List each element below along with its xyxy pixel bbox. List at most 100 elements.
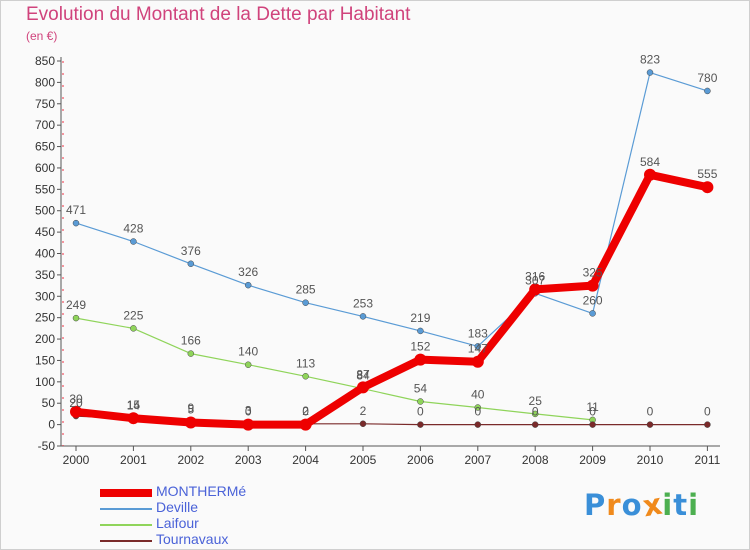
series-line-deville — [75, 72, 708, 347]
legend-swatch — [100, 489, 152, 497]
legend: MONTHERMé Deville Laifour Tournavaux — [100, 483, 350, 549]
data-point-laifour — [72, 314, 80, 322]
data-point-deville — [704, 87, 711, 95]
y-tick-label: 300 — [35, 289, 55, 303]
x-tick-label: 2004 — [292, 453, 319, 467]
data-label-laifour: 249 — [66, 298, 86, 312]
legend-label: Deville — [156, 499, 199, 515]
data-label-montherm: 0 — [302, 405, 309, 419]
logo-letter: i — [688, 488, 700, 522]
legend-swatch — [100, 508, 152, 510]
series-line-montherm — [72, 170, 712, 429]
y-tick-label: 650 — [35, 140, 55, 154]
data-label-montherm: 316 — [525, 269, 545, 283]
logo-letter: x — [639, 486, 666, 524]
legend-label: MONTHERMé — [156, 483, 247, 499]
data-point-laifour — [531, 410, 539, 418]
data-label-deville: 326 — [238, 265, 258, 279]
data-label-tournavaux: 0 — [647, 405, 654, 419]
y-tick-label: 200 — [35, 332, 55, 346]
y-tick-label: 700 — [35, 118, 55, 132]
y-tick-label: 850 — [35, 54, 55, 68]
data-point-montherm — [529, 283, 542, 296]
y-tick-label: 450 — [35, 225, 55, 239]
data-point-tournavaux — [417, 421, 424, 428]
data-point-montherm — [644, 168, 656, 181]
data-label-montherm: 0 — [245, 405, 252, 419]
logo-letter: t — [673, 488, 689, 522]
data-point-montherm — [127, 412, 140, 425]
data-point-tournavaux — [474, 421, 482, 428]
data-point-montherm — [70, 405, 82, 418]
data-label-montherm: 5 — [187, 402, 194, 416]
data-point-montherm — [242, 418, 255, 431]
data-label-tournavaux: 2 — [360, 404, 367, 418]
logo-letter: o — [621, 488, 643, 522]
data-label-montherm: 555 — [697, 167, 717, 181]
data-point-montherm — [586, 279, 599, 292]
data-label-laifour: 40 — [471, 388, 485, 402]
data-label-deville: 285 — [296, 283, 316, 297]
data-point-deville — [646, 69, 654, 76]
legend-item-tournavaux: Tournavaux — [100, 531, 350, 549]
y-tick-label: 750 — [35, 97, 55, 111]
y-tick-label: 550 — [35, 182, 55, 196]
x-tick-label: 2011 — [694, 453, 720, 467]
data-label-deville: 253 — [353, 296, 373, 310]
data-point-deville — [302, 299, 309, 306]
data-point-deville — [474, 343, 482, 350]
y-tick-label: 0 — [48, 418, 55, 432]
logo-letter: P — [584, 488, 607, 522]
data-label-montherm: 325 — [583, 266, 603, 280]
y-tick-label: -50 — [38, 439, 56, 453]
x-tick-label: 2005 — [350, 453, 377, 467]
data-label-tournavaux: 20 — [69, 396, 83, 410]
data-point-deville — [589, 310, 596, 317]
data-label-deville: 471 — [66, 203, 86, 217]
data-label-deville: 183 — [468, 326, 488, 340]
legend-label: Tournavaux — [156, 531, 229, 547]
data-label-laifour: 84 — [356, 369, 370, 383]
data-point-montherm — [184, 416, 197, 429]
data-label-laifour: 166 — [181, 334, 201, 348]
data-label-deville: 260 — [583, 293, 603, 307]
data-point-deville — [130, 238, 137, 245]
data-point-deville — [359, 313, 367, 320]
data-label-tournavaux: 0 — [532, 405, 539, 419]
data-label-montherm: 147 — [468, 342, 488, 356]
data-point-montherm — [299, 418, 312, 431]
data-label-montherm: 15 — [127, 398, 141, 412]
data-point-tournavaux — [531, 421, 539, 428]
data-point-laifour — [474, 404, 482, 411]
data-label-deville: 376 — [181, 244, 201, 258]
legend-swatch — [100, 540, 152, 542]
data-label-laifour: 25 — [529, 394, 543, 408]
data-point-montherm — [414, 353, 427, 366]
data-label-laifour: 140 — [238, 345, 258, 359]
data-point-laifour — [130, 325, 137, 332]
y-tick-label: 400 — [35, 247, 55, 261]
data-point-laifour — [302, 373, 309, 380]
data-point-tournavaux — [359, 420, 367, 428]
data-point-tournavaux — [646, 421, 654, 428]
data-label-laifour: 54 — [414, 382, 428, 396]
y-tick-label: 150 — [35, 353, 55, 367]
legend-item-deville: Deville — [100, 499, 350, 517]
data-label-tournavaux: 0 — [589, 405, 596, 419]
data-label-deville: 823 — [640, 53, 660, 67]
data-point-tournavaux — [704, 421, 711, 428]
data-label-deville: 428 — [123, 222, 143, 236]
x-tick-label: 2008 — [522, 453, 549, 467]
data-label-montherm: 87 — [356, 367, 370, 381]
legend-swatch — [100, 524, 152, 526]
x-tick-label: 2002 — [177, 453, 204, 467]
data-point-tournavaux — [589, 421, 596, 428]
data-label-tournavaux: 0 — [474, 405, 481, 419]
proxiti-logo: Proxiti — [584, 486, 700, 524]
data-label-montherm: 30 — [69, 392, 83, 406]
logo-letter: r — [606, 488, 622, 522]
data-label-deville: 219 — [410, 311, 430, 325]
data-label-tournavaux: 3 — [245, 403, 252, 417]
x-tick-label: 2003 — [235, 453, 262, 467]
